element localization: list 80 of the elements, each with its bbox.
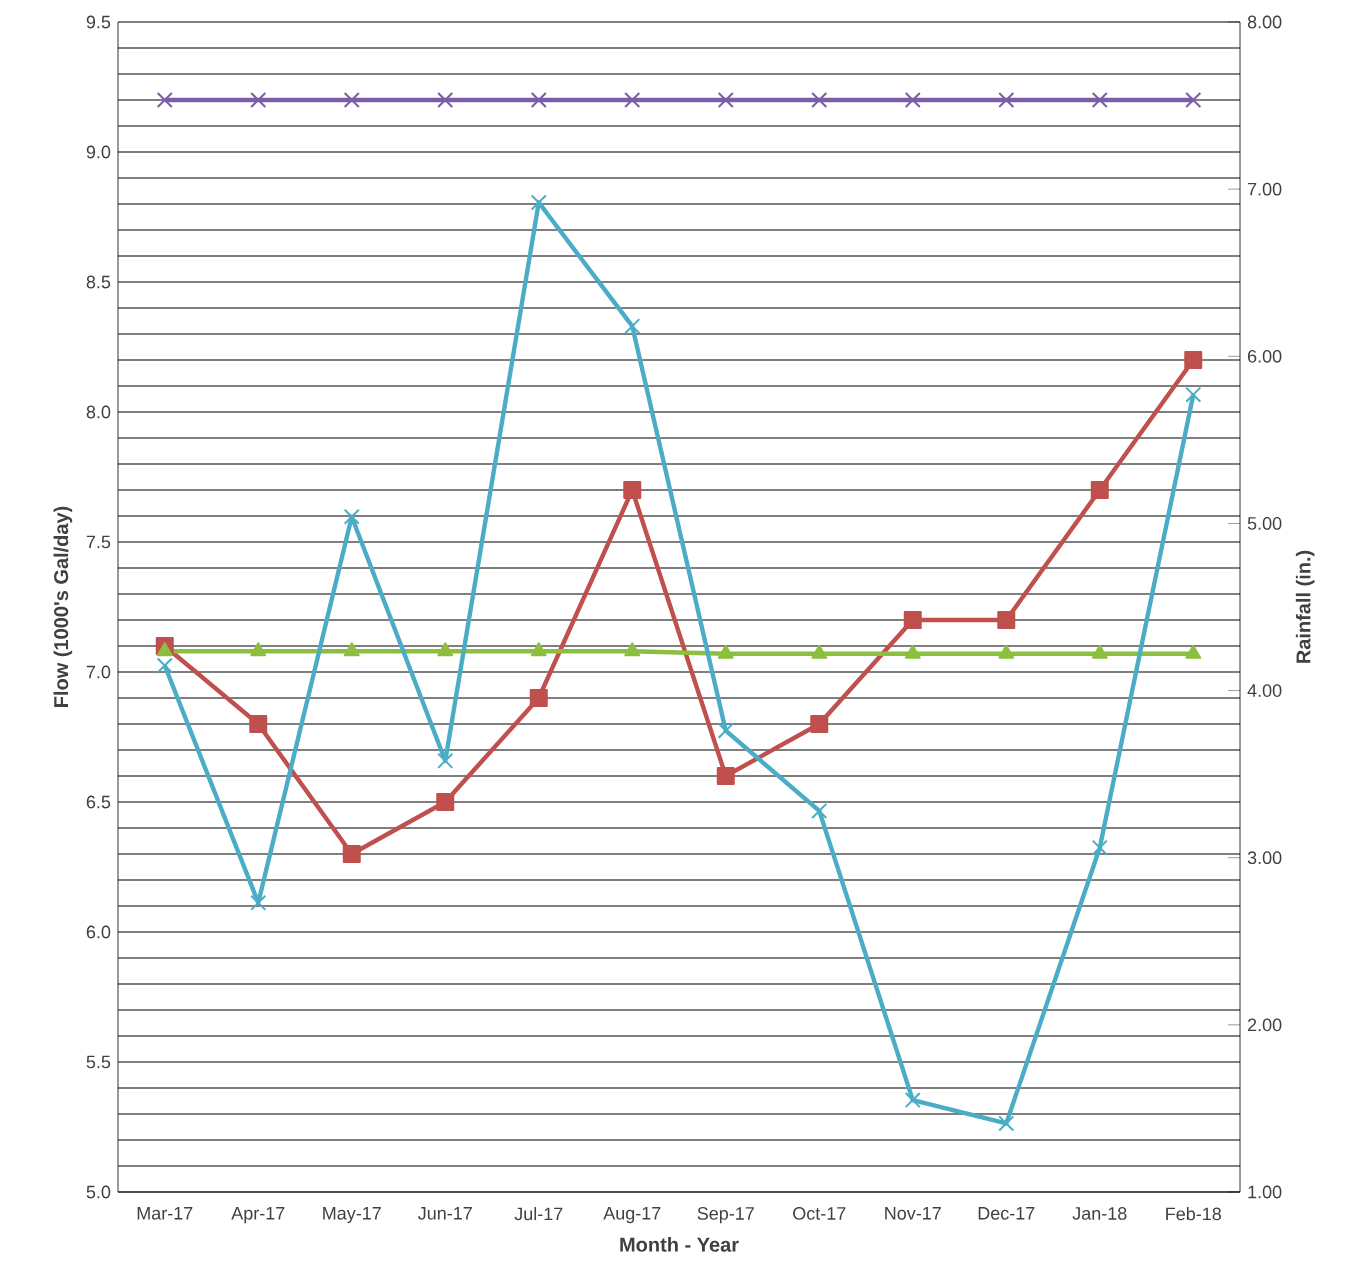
point xyxy=(437,91,454,109)
y2-tick-label: 4.00 xyxy=(1247,684,1282,697)
point xyxy=(1091,644,1108,659)
point xyxy=(623,481,642,499)
x-tick-label: May-17 xyxy=(323,1207,381,1224)
x-tick-label: Oct-17 xyxy=(793,1207,846,1220)
y-tick-label: 7.5 xyxy=(86,535,111,549)
y-tick-label: 5.0 xyxy=(86,1185,111,1199)
x-tick-label: Sep-17 xyxy=(697,1207,754,1224)
point xyxy=(810,714,829,733)
y-tick-label: 8.5 xyxy=(86,275,111,289)
x-tick-label: Jul-17 xyxy=(514,1207,563,1221)
point xyxy=(1185,644,1202,659)
x-tick-label: Apr-17 xyxy=(231,1207,285,1224)
point xyxy=(437,642,454,657)
point xyxy=(717,722,734,739)
point xyxy=(998,644,1015,659)
point xyxy=(343,91,360,109)
y-tick-label: 9.5 xyxy=(86,15,111,29)
y2-tick-label: 1.00 xyxy=(1248,1185,1282,1199)
point xyxy=(250,91,267,109)
point xyxy=(530,642,547,657)
point xyxy=(904,91,921,109)
x-tick-label: Feb-18 xyxy=(1166,1207,1221,1221)
point xyxy=(530,194,547,211)
point xyxy=(1184,350,1203,369)
point xyxy=(1091,839,1108,856)
y2-tick-label: 6.00 xyxy=(1247,349,1282,363)
point xyxy=(904,644,921,659)
y-tick-label: 6.0 xyxy=(86,925,111,939)
x-tick-label: Nov-17 xyxy=(885,1207,941,1220)
point xyxy=(624,318,641,335)
y-tick-label: 9.0 xyxy=(86,145,111,159)
point xyxy=(998,1115,1015,1132)
point xyxy=(343,642,360,657)
point xyxy=(716,766,735,785)
x-tick-label: Dec-17 xyxy=(978,1207,1035,1220)
y2-tick-label: 3.00 xyxy=(1247,851,1282,865)
point xyxy=(1185,91,1202,109)
x-axis-title: Month - Year xyxy=(620,1237,739,1252)
y-tick-label: 5.5 xyxy=(86,1055,111,1069)
point xyxy=(1185,386,1202,403)
x-tick-label: Jun-17 xyxy=(418,1207,472,1220)
point xyxy=(997,611,1016,629)
point xyxy=(342,845,361,863)
point xyxy=(437,752,454,769)
y-tick-label: 6.5 xyxy=(86,795,111,809)
point xyxy=(717,644,734,659)
point xyxy=(624,642,641,657)
x-tick-label: Jan-18 xyxy=(1072,1207,1127,1220)
point xyxy=(343,508,360,525)
point xyxy=(529,689,548,707)
x-tick-label: Aug-17 xyxy=(603,1207,661,1224)
point xyxy=(530,91,547,109)
point xyxy=(903,611,922,629)
point xyxy=(904,1092,921,1109)
point xyxy=(811,91,828,109)
point xyxy=(717,91,734,109)
point xyxy=(998,91,1015,109)
point xyxy=(624,91,641,109)
point xyxy=(250,894,267,911)
y2-tick-label: 7.00 xyxy=(1247,182,1282,196)
point xyxy=(1090,481,1109,499)
point xyxy=(436,793,455,811)
point xyxy=(811,644,828,659)
point xyxy=(811,802,828,819)
y-tick-label: 7.0 xyxy=(86,665,111,679)
point xyxy=(249,714,268,733)
point xyxy=(156,642,173,657)
y-axis-title: Flow (1000's Gal/day) xyxy=(53,506,73,707)
y-tick-label: 8.0 xyxy=(86,405,111,419)
point xyxy=(156,657,173,674)
point xyxy=(156,91,173,109)
point xyxy=(1091,91,1108,109)
y2-tick-label: 8.00 xyxy=(1247,15,1282,29)
point xyxy=(250,642,267,657)
x-tick-label: Mar-17 xyxy=(137,1207,193,1220)
y2-tick-label: 5.00 xyxy=(1247,517,1282,530)
y2-axis-title: Rainfall (in.) xyxy=(1295,550,1315,663)
y2-tick-label: 2.00 xyxy=(1247,1018,1282,1032)
